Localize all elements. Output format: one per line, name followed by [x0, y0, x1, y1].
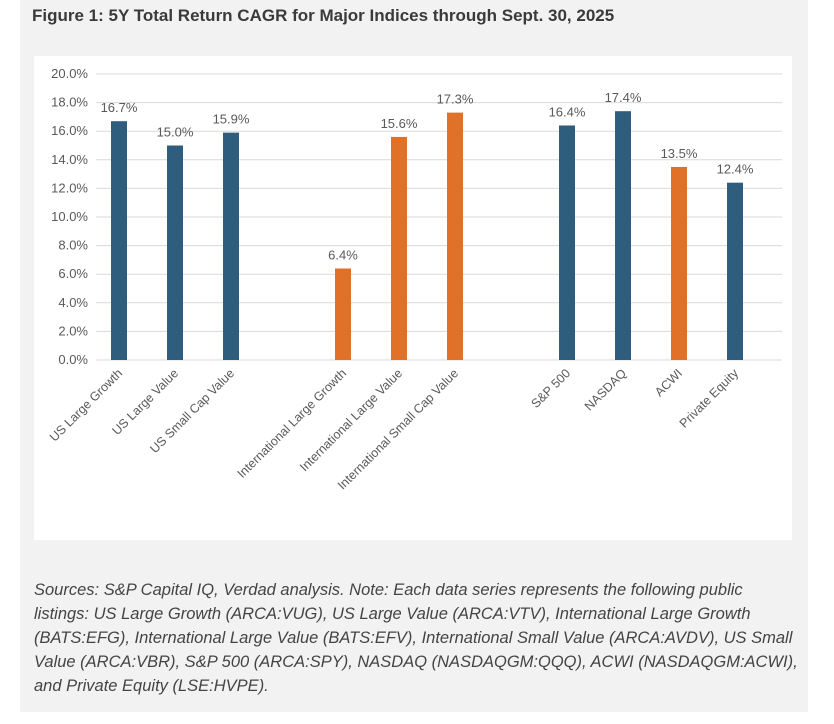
y-tick-label: 4.0%: [58, 295, 88, 310]
bar: [391, 136, 407, 360]
bar: [167, 145, 183, 360]
data-label: 17.3%: [437, 92, 474, 107]
plot-panel: 0.0% 2.0% 4.0% 6.0% 8.0% 10.0% 12.0% 14.0% 16.0%…: [34, 56, 792, 540]
figure-caption: Sources: S&P Capital IQ, Verdad analysis…: [34, 581, 798, 695]
bar: [447, 112, 463, 360]
data-label: 15.6%: [381, 116, 418, 131]
y-tick-label: 0.0%: [58, 352, 88, 367]
data-label: 16.7%: [101, 100, 138, 115]
y-tick-label: 2.0%: [58, 323, 88, 338]
y-tick-label: 6.0%: [58, 266, 88, 281]
bar: [727, 182, 743, 360]
data-label: 12.4%: [717, 162, 754, 177]
y-tick-label: 12.0%: [51, 180, 88, 195]
data-label: 15.0%: [157, 125, 194, 140]
data-label: 6.4%: [328, 247, 358, 262]
category-label: International Large Value: [297, 366, 405, 474]
figure-card: Figure 1: 5Y Total Return CAGR for Major…: [20, 0, 808, 712]
category-label: NASDAQ: [582, 366, 629, 413]
data-label: 13.5%: [661, 146, 698, 161]
y-tick-label: 16.0%: [51, 123, 88, 138]
bar: [671, 166, 687, 360]
category-label: International Large Growth: [235, 366, 350, 481]
y-tick-label: 20.0%: [51, 66, 88, 81]
data-label: 15.9%: [213, 112, 250, 127]
bar: [223, 132, 239, 360]
bar: [615, 111, 631, 361]
bar: [111, 121, 127, 360]
data-label: 16.4%: [549, 104, 586, 119]
category-label: ACWI: [652, 366, 685, 399]
y-tick-label: 18.0%: [51, 95, 88, 110]
figure-title: Figure 1: 5Y Total Return CAGR for Major…: [32, 6, 615, 25]
y-tick-label: 14.0%: [51, 152, 88, 167]
bar-chart: 0.0% 2.0% 4.0% 6.0% 8.0% 10.0% 12.0% 14.0% 16.0%…: [47, 66, 782, 492]
category-label: Private Equity: [677, 366, 742, 431]
category-label: International Small Cap Value: [335, 366, 461, 492]
bar: [559, 125, 575, 360]
category-label: S&P 500: [528, 366, 573, 411]
bar: [335, 268, 351, 360]
data-label: 17.4%: [605, 90, 642, 105]
y-tick-label: 10.0%: [51, 209, 88, 224]
y-tick-label: 8.0%: [58, 238, 88, 253]
